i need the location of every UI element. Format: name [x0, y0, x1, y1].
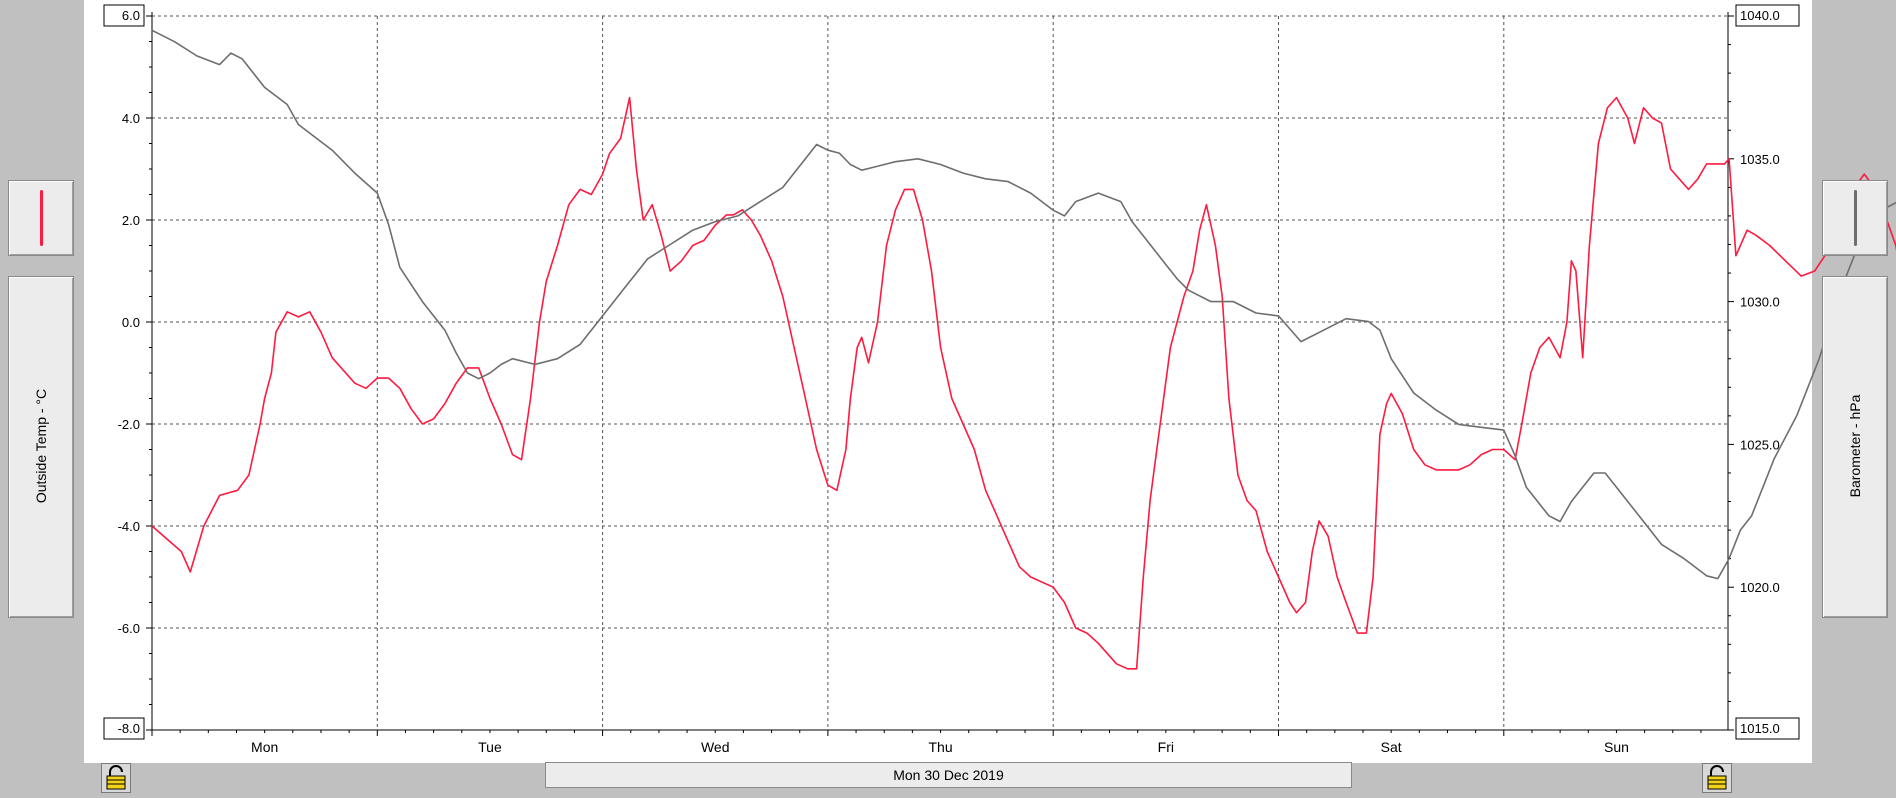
date-label: Mon 30 Dec 2019 [893, 767, 1004, 783]
x-axis-tick-label: Thu [928, 739, 952, 755]
barometer-legend-swatch [1854, 190, 1857, 246]
right-axis-tick-label: 1040.0 [1740, 8, 1780, 23]
left-axis-tick-label: 0.0 [122, 315, 140, 330]
right-axis-tick-label: 1030.0 [1740, 295, 1780, 310]
left-axis-tick-label: 4.0 [122, 111, 140, 126]
series-line-temperature [151, 96, 1896, 670]
padlock-icon[interactable] [1702, 763, 1732, 793]
grid-layer [152, 15, 1728, 730]
x-axis-tick-label: Sun [1604, 739, 1629, 755]
right-axis-tick-label: 1015.0 [1740, 721, 1780, 736]
right-axis-tick-label: 1035.0 [1740, 152, 1780, 167]
axis-layer: 6.0 4.0 2.0 0.0 -2.0 -4.0 -6.0 -8.0 1040.0 1035.0… [103, 4, 1800, 755]
right-axis-label: Barometer - hPa [1847, 394, 1863, 498]
x-axis-tick-label: Fri [1158, 739, 1174, 755]
right-axis-button[interactable]: Barometer - hPa [1822, 276, 1888, 618]
right-axis-tick-label: 1025.0 [1740, 437, 1780, 452]
x-axis-tick-label: Sat [1381, 739, 1402, 755]
series-layer [151, 29, 1896, 670]
left-axis-tick-label: 6.0 [122, 8, 140, 23]
right-axis-tick-label: 1020.0 [1740, 580, 1780, 595]
left-axis-edge-label-box [103, 717, 145, 740]
left-axis-tick-label: -6.0 [118, 621, 140, 636]
left-axis-tick-label: 2.0 [122, 213, 140, 228]
series-line-barometer [151, 29, 1896, 580]
left-axis-tick-label: -4.0 [118, 519, 140, 534]
temperature-legend-swatch [40, 190, 43, 246]
x-axis-tick-label: Mon [251, 739, 278, 755]
left-axis-tick-label: -2.0 [118, 417, 140, 432]
right-axis-edge-label-box [1735, 4, 1800, 27]
right-series-legend-button[interactable] [1822, 180, 1888, 256]
left-axis-button[interactable]: Outside Temp - °C [8, 276, 74, 618]
x-axis-tick-label: Wed [701, 739, 730, 755]
left-axis-edge-label-box [103, 4, 145, 27]
date-selector[interactable]: Mon 30 Dec 2019 [545, 762, 1352, 788]
x-axis-tick-label: Tue [478, 739, 502, 755]
left-series-legend-button[interactable] [8, 180, 74, 256]
left-axis-label: Outside Temp - °C [33, 388, 49, 504]
left-axis-tick-label: -8.0 [118, 721, 140, 736]
right-axis-edge-label-box [1735, 717, 1800, 740]
padlock-icon[interactable] [101, 763, 131, 793]
